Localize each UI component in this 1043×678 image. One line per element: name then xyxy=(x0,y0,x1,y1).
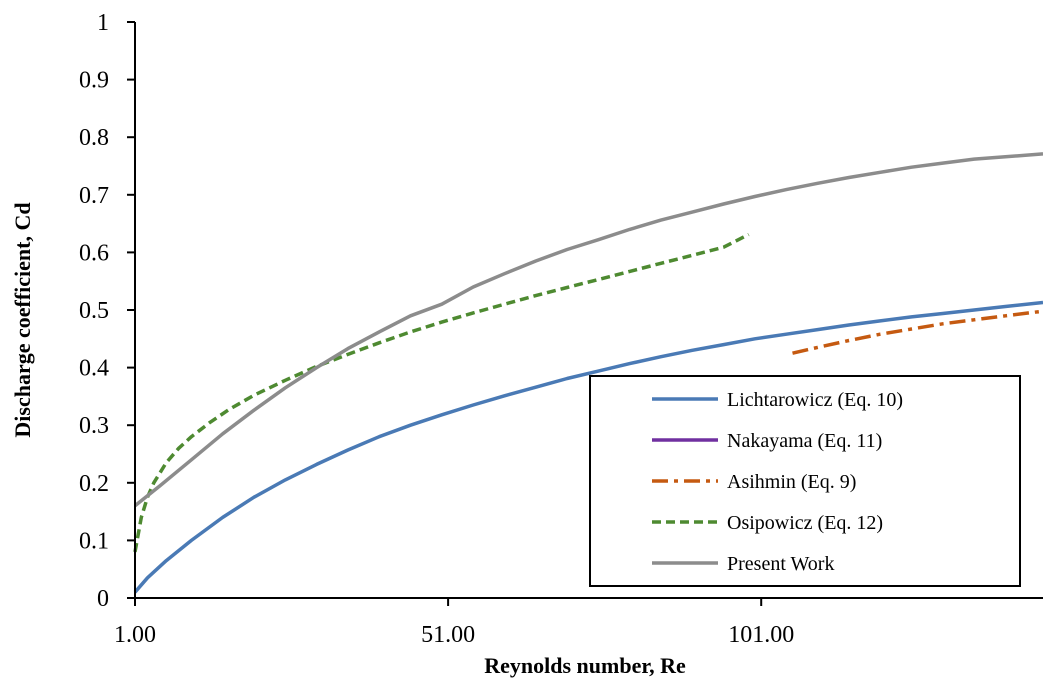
x-tick-label: 1.00 xyxy=(114,622,156,648)
legend-label-3: Osipowicz (Eq. 12) xyxy=(727,512,883,534)
y-tick-label: 0.9 xyxy=(79,68,109,94)
series-line-2 xyxy=(792,309,1043,355)
axis-layer: 0 0.1 0.2 0.3 0.4 0.5 0.6 0.7 0.8 0.9 1 1.00 51.00 10… xyxy=(79,10,1043,648)
series-layer xyxy=(133,152,1043,594)
x-tick-label: 51.00 xyxy=(421,622,475,648)
x-axis-title: Reynolds number, Re xyxy=(484,653,686,678)
y-axis-title: Discharge coefficient, Cd xyxy=(10,202,35,437)
y-tick-label: 0.3 xyxy=(79,413,109,439)
legend-label-0: Lichtarowicz (Eq. 10) xyxy=(727,389,903,411)
legend-label-4: Present Work xyxy=(727,553,834,575)
y-tick-label: 1 xyxy=(97,10,109,36)
y-tick-label: 0.8 xyxy=(79,125,109,151)
y-tick-label: 0.2 xyxy=(79,471,109,497)
y-tick-label: 0.1 xyxy=(79,528,109,554)
legend: Lichtarowicz (Eq. 10) Nakayama (Eq. 11) As… xyxy=(589,375,1021,587)
legend-label-1: Nakayama (Eq. 11) xyxy=(727,430,882,452)
series-line-0 xyxy=(133,300,1043,594)
y-tick-label: 0.5 xyxy=(79,298,109,324)
x-tick-label: 101.00 xyxy=(728,622,794,648)
series-line-3 xyxy=(133,232,750,553)
y-tick-label: 0.4 xyxy=(79,356,109,382)
series-line-4 xyxy=(133,152,1043,508)
y-tick-label: 0.7 xyxy=(79,183,109,209)
y-tick-label: 0.6 xyxy=(79,240,109,266)
y-tick-label: 0 xyxy=(97,586,109,612)
legend-label-2: Asihmin (Eq. 9) xyxy=(727,471,856,493)
